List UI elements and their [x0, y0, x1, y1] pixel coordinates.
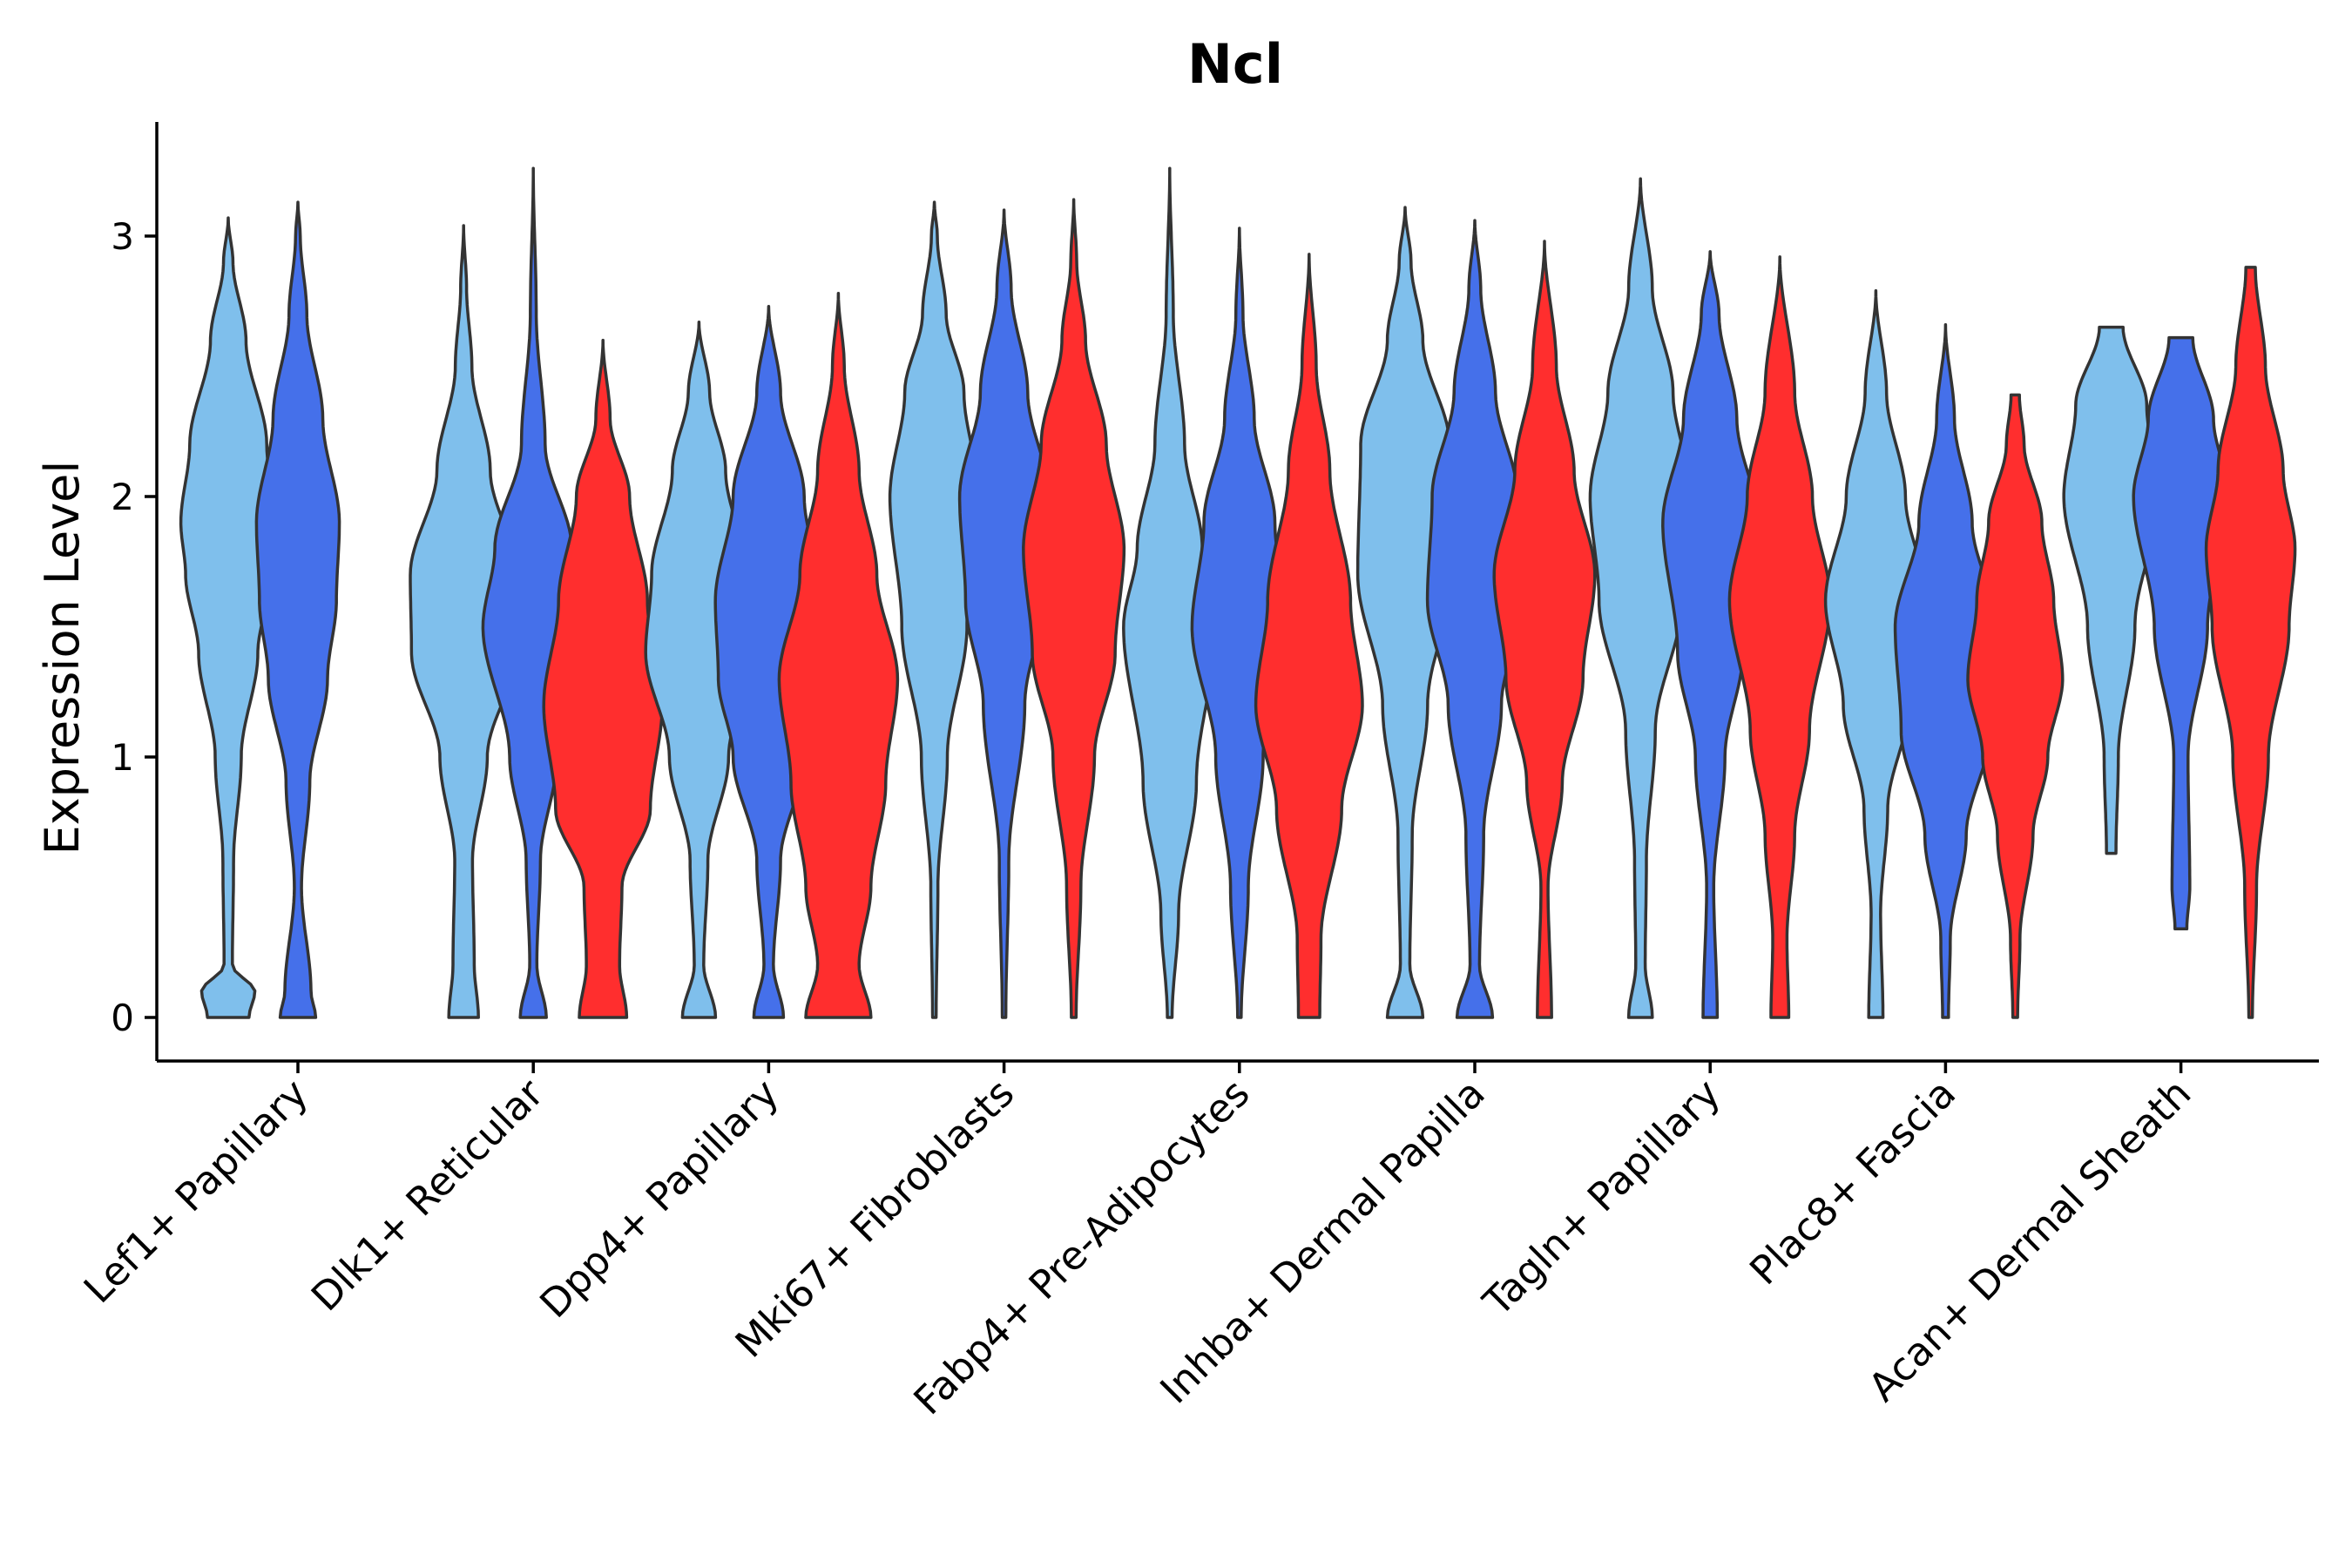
violin-fabp4-pre-adipocytes-blue	[1190, 226, 1288, 1019]
violin-mki67-fibroblasts-blue	[957, 208, 1051, 1019]
x-tick-label-plac8-fascia: Plac8+ Fascia	[1740, 1070, 1964, 1294]
violin-dlk1-reticular-red	[542, 338, 664, 1019]
violin-mki67-fibroblasts-red	[1022, 198, 1126, 1019]
x-tick-label-dpp4-papillary: Dpp4+ Papillary	[531, 1070, 787, 1327]
chart-title: Ncl	[1187, 32, 1283, 96]
y-tick-label: 3	[111, 215, 134, 258]
violin-tagln-papillary-blue	[1661, 250, 1760, 1019]
violin-inhba-dermal-papilla-red	[1492, 240, 1597, 1019]
y-tick-label: 0	[111, 997, 134, 1039]
violin-mki67-fibroblasts-light-blue	[888, 200, 981, 1019]
x-tick-label-lef1-papillary: Lef1+ Papillary	[75, 1070, 317, 1312]
violin-fabp4-pre-adipocytes-red	[1254, 253, 1364, 1019]
violin-dpp4-papillary-red	[777, 292, 900, 1019]
violin-dlk1-reticular-light-blue	[409, 224, 519, 1019]
y-axis-label: Expression Level	[35, 461, 90, 855]
violin-acan-dermal-sheath-blue	[2132, 335, 2230, 931]
violins-layer	[179, 166, 2297, 1019]
violin-acan-dermal-sheath-light-blue	[2062, 325, 2160, 855]
violin-dpp4-papillary-light-blue	[644, 320, 754, 1019]
violin-tagln-papillary-red	[1727, 255, 1832, 1019]
violin-lef1-papillary-light-blue	[179, 216, 278, 1019]
violin-plac8-fascia-red	[1966, 393, 2065, 1019]
violin-tagln-papillary-light-blue	[1588, 177, 1693, 1019]
x-tick-label-tagln-papillary: Tagln+ Papillary	[1474, 1070, 1729, 1325]
violin-inhba-dermal-papilla-blue	[1425, 219, 1524, 1019]
violin-inhba-dermal-papilla-light-blue	[1355, 206, 1455, 1019]
violin-lef1-papillary-blue	[254, 200, 341, 1019]
violin-plac8-fascia-light-blue	[1823, 289, 1928, 1019]
violin-acan-dermal-sheath-red	[2204, 266, 2297, 1019]
x-tick-label-dlk1-reticular: Dlk1+ Reticular	[302, 1070, 552, 1320]
violin-plac8-fascia-blue	[1893, 322, 1997, 1019]
y-tick-label: 2	[111, 476, 134, 518]
violin-fabp4-pre-adipocytes-light-blue	[1122, 166, 1218, 1019]
y-tick-label: 1	[111, 736, 134, 779]
